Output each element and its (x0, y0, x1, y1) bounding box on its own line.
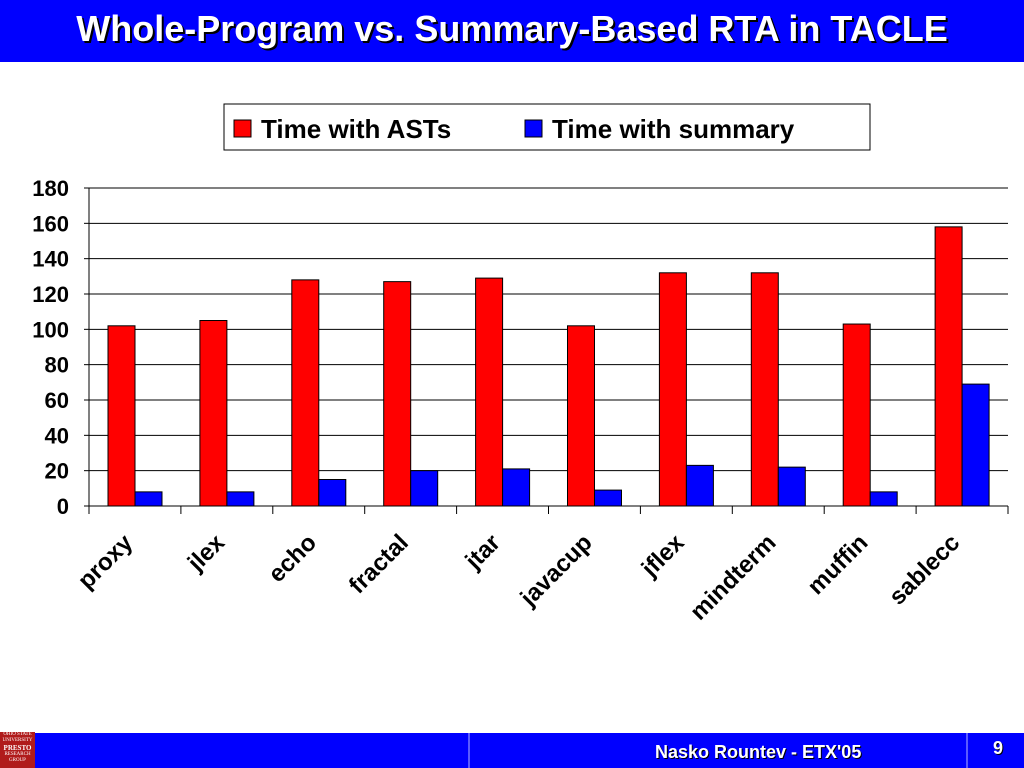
y-tick-label: 160 (32, 211, 69, 236)
bar-asts (291, 279, 320, 507)
logo-line: OHIO STATE (3, 732, 32, 737)
footer-divider (468, 733, 470, 768)
bar-summary (869, 491, 898, 507)
y-tick-label: 180 (32, 176, 69, 201)
bar-asts (107, 325, 136, 507)
bar-asts (658, 272, 687, 507)
y-tick-label: 20 (45, 459, 69, 484)
x-tick-label: sablecc (884, 529, 965, 610)
y-tick-label: 120 (32, 282, 69, 307)
bar-asts (383, 281, 412, 507)
bar-summary (226, 491, 255, 507)
y-tick-label: 80 (45, 353, 69, 378)
bar-summary (685, 464, 714, 507)
bar-summary (134, 491, 163, 507)
legend-label-asts: Time with ASTs (261, 114, 451, 144)
bar-asts (934, 226, 963, 507)
slide-title: Whole-Program vs. Summary-Based RTA in T… (76, 8, 948, 49)
bar-asts (567, 325, 595, 507)
y-tick-label: 60 (45, 388, 69, 413)
footer-divider (966, 733, 968, 768)
legend-swatch-asts (233, 119, 252, 138)
legend-label-summary: Time with summary (552, 114, 795, 144)
legend (223, 103, 871, 151)
x-tick-label: muffin (802, 529, 873, 600)
x-tick-label: proxy (73, 529, 139, 595)
x-tick-label: jflex (636, 529, 690, 583)
y-tick-label: 40 (45, 423, 69, 448)
y-tick-label: 140 (32, 247, 69, 272)
bar-chart: 0 20 40 60 80 100 120 140 160 180 proxy jlex echo fra… (32, 103, 1009, 626)
x-tick-label: fractal (344, 529, 414, 599)
bar-summary (777, 466, 806, 507)
y-tick-label: 0 (57, 494, 69, 519)
bar-summary (410, 470, 439, 507)
logo-line: GROUP (9, 758, 26, 763)
x-tick-label: mindterm (685, 529, 781, 625)
bar-summary (318, 479, 347, 507)
bar-summary (594, 489, 622, 507)
bar-summary (502, 468, 531, 507)
logo-line: PRESTO (3, 744, 32, 752)
legend-swatch-summary (524, 119, 543, 138)
x-tick-label: jtar (460, 529, 506, 575)
bar-asts (750, 272, 779, 507)
logo-line: RESEARCH (4, 752, 31, 757)
bar-asts (842, 323, 871, 507)
bar-asts (199, 320, 228, 507)
presto-logo: OHIO STATE UNIVERSITY PRESTO RESEARCH GR… (0, 732, 35, 768)
x-tick-label: jlex (182, 529, 231, 578)
bar-asts (475, 277, 504, 507)
page-number: 9 (993, 738, 1004, 758)
x-tick-label: javacup (515, 529, 598, 612)
footer-bar (0, 733, 1024, 768)
footer-author: Nasko Rountev - ETX'05 (655, 742, 862, 762)
logo-line: UNIVERSITY (2, 738, 33, 743)
y-tick-label: 100 (32, 317, 69, 342)
title-bar: Whole-Program vs. Summary-Based RTA in T… (0, 0, 1024, 62)
x-tick-label: echo (263, 529, 322, 588)
bar-summary (961, 383, 990, 507)
